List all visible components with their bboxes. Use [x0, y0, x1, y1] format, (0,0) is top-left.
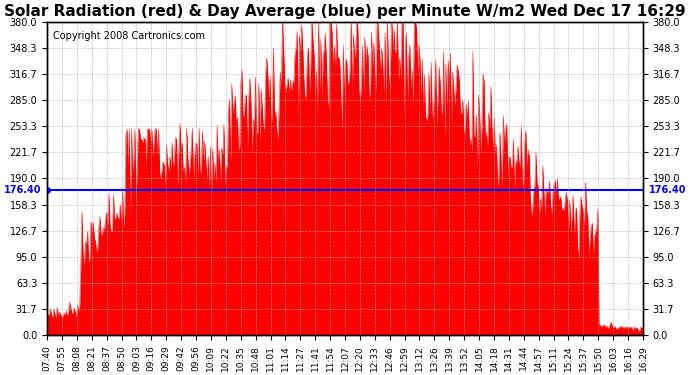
Text: 176.40: 176.40 — [649, 185, 687, 195]
Text: 176.40: 176.40 — [3, 185, 41, 195]
Title: Solar Radiation (red) & Day Average (blue) per Minute W/m2 Wed Dec 17 16:29: Solar Radiation (red) & Day Average (blu… — [4, 4, 686, 19]
Text: Copyright 2008 Cartronics.com: Copyright 2008 Cartronics.com — [53, 31, 205, 41]
